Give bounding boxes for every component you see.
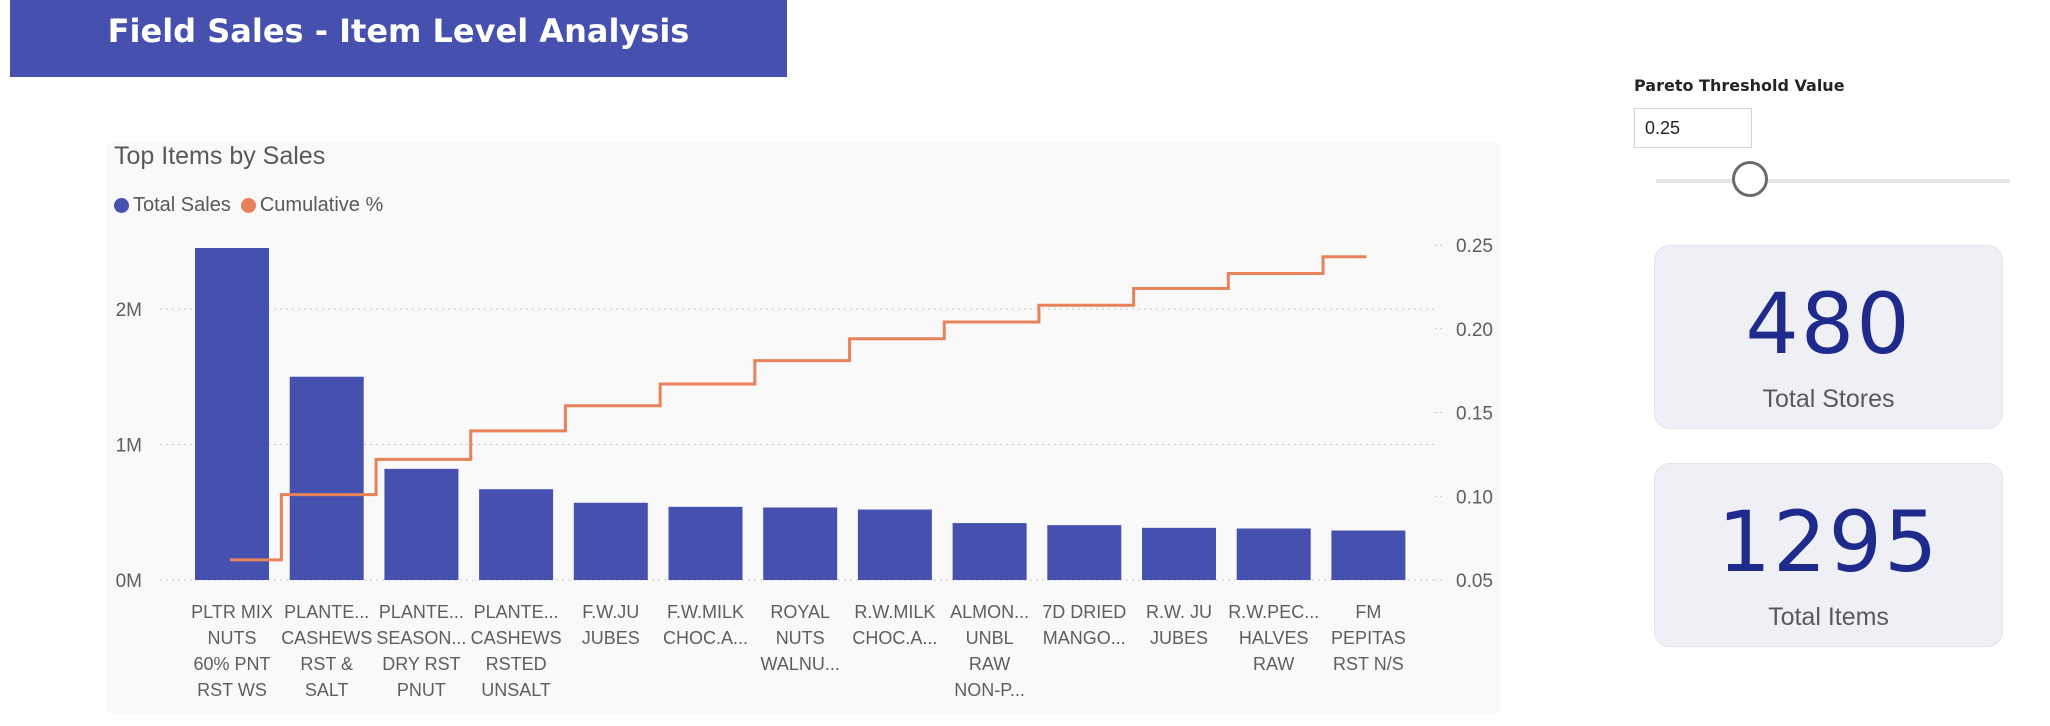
x-tick-label-line: 7D DRIED xyxy=(1042,602,1126,622)
threshold-slider-handle[interactable] xyxy=(1732,161,1768,197)
x-tick-label-line: NUTS xyxy=(208,628,257,648)
y-right-tick-label: 0.05 xyxy=(1456,571,1493,592)
legend-dot-cumulative xyxy=(240,198,256,213)
x-tick-label-line: UNBL xyxy=(966,628,1014,648)
x-tick-label: F.W.MILK CHOC.A... xyxy=(663,602,748,648)
x-tick-label-line: CHOC.A... xyxy=(663,628,748,648)
total-items-card: 1295 Total Items xyxy=(1654,463,2003,647)
bar-total-sales xyxy=(1331,530,1406,580)
x-tick-label-line: PNUT xyxy=(397,680,446,700)
x-tick-label-line: ALMON... xyxy=(950,602,1029,622)
y-left-tick-label: 1M xyxy=(116,435,142,456)
x-tick-label: R.W.PEC... HALVES RAW xyxy=(1228,602,1319,674)
total-items-label: Total Items xyxy=(1768,603,1889,631)
y-right-tick-label: 0.25 xyxy=(1456,236,1493,257)
x-tick-label-line: PLANTE... xyxy=(284,602,369,622)
x-tick-label-line: PLANTE... xyxy=(474,602,559,622)
y-right-tick-label: 0.15 xyxy=(1456,404,1493,425)
x-tick-label-line: UNSALT xyxy=(481,680,551,700)
y-right-tick-label: 0.10 xyxy=(1456,487,1493,508)
bar-total-sales xyxy=(952,523,1027,580)
bar-total-sales xyxy=(289,376,364,580)
legend-item-cumulative[interactable]: Cumulative % xyxy=(240,194,384,217)
total-stores-card: 480 Total Stores xyxy=(1654,245,2003,429)
total-items-value: 1295 xyxy=(1717,493,1940,591)
x-tick-label: R.W. JU JUBES xyxy=(1146,602,1212,648)
bar-total-sales xyxy=(1142,527,1216,580)
x-tick-label: ALMON... UNBL RAW NON-P... xyxy=(950,602,1029,700)
x-tick-label: PLANTE... SEASON... DRY RST PNUT xyxy=(376,602,466,700)
cumulative-step-line xyxy=(230,255,1367,562)
x-tick-label: PLANTE... CASHEWS RSTED UNSALT xyxy=(471,602,562,700)
y-right-tick-label: 0.20 xyxy=(1456,320,1493,341)
x-tick-label-line: RST & xyxy=(300,654,353,674)
total-stores-value: 480 xyxy=(1745,275,1912,373)
x-tick-label-line: JUBES xyxy=(1150,628,1208,648)
x-tick-label-line: MANGO... xyxy=(1043,628,1126,648)
x-tick-label: R.W.MILK CHOC.A... xyxy=(852,602,937,648)
x-tick-label-line: PEPITAS xyxy=(1331,628,1406,648)
legend-item-total-sales[interactable]: Total Sales xyxy=(114,194,231,217)
x-tick-label-line: R.W.PEC... xyxy=(1228,602,1319,622)
x-tick-label-line: R.W.MILK xyxy=(854,602,935,622)
total-stores-label: Total Stores xyxy=(1762,385,1895,413)
chart-title: Top Items by Sales xyxy=(114,142,326,170)
y-left-tick-label: 0M xyxy=(116,571,142,592)
y-left-tick-label: 2M xyxy=(116,300,142,321)
x-tick-label-line: DRY RST xyxy=(382,654,460,674)
x-tick-label-line: RST N/S xyxy=(1333,654,1404,674)
x-tick-label-line: 60% PNT xyxy=(193,654,270,674)
x-tick-label-line: NUTS xyxy=(776,628,825,648)
x-tick-label-line: CASHEWS xyxy=(471,628,562,648)
threshold-input[interactable] xyxy=(1634,108,1752,148)
x-tick-label-line: RST WS xyxy=(197,680,267,700)
legend-dot-total-sales xyxy=(114,198,129,213)
x-tick-label: F.W.JU JUBES xyxy=(582,602,640,648)
x-tick-label-line: HALVES xyxy=(1239,628,1309,648)
x-tick-label-line: JUBES xyxy=(582,628,640,648)
x-tick-label-line: ROYAL xyxy=(770,602,830,622)
legend-label-cumulative: Cumulative % xyxy=(259,194,384,216)
x-tick-label-line: SEASON... xyxy=(376,628,466,648)
report-title: Field Sales - Item Level Analysis xyxy=(10,0,787,77)
x-tick-label-line: RAW xyxy=(1253,654,1294,674)
x-tick-label: FM PEPITAS RST N/S xyxy=(1331,602,1406,674)
x-tick-label-line: F.W.JU xyxy=(582,602,639,622)
x-tick-label-line: R.W. JU xyxy=(1146,602,1212,622)
x-tick-label-line: PLANTE... xyxy=(379,602,464,622)
x-tick-label: PLANTE... CASHEWS RST & SALT xyxy=(281,602,372,700)
x-tick-label-line: CASHEWS xyxy=(281,628,372,648)
threshold-slider-track[interactable] xyxy=(1656,179,2010,183)
bar-total-sales xyxy=(479,489,554,580)
bar-total-sales xyxy=(195,248,269,580)
x-tick-label-line: WALNU... xyxy=(761,654,840,674)
bar-total-sales xyxy=(668,506,743,580)
bar-total-sales xyxy=(573,502,648,580)
slicer-label: Pareto Threshold Value xyxy=(1634,76,1845,95)
bar-total-sales xyxy=(857,509,932,580)
chart-legend: Total Sales Cumulative % xyxy=(114,194,393,217)
bar-total-sales xyxy=(763,507,838,580)
x-tick-label: 7D DRIED MANGO... xyxy=(1042,602,1126,648)
bar-total-sales xyxy=(1236,528,1311,580)
x-tick-label-line: NON-P... xyxy=(954,680,1025,700)
legend-label-total-sales: Total Sales xyxy=(133,194,231,216)
bar-total-sales xyxy=(1047,525,1122,580)
x-tick-label-line: CHOC.A... xyxy=(852,628,937,648)
x-tick-label: ROYAL NUTS WALNU... xyxy=(761,602,840,674)
x-tick-label-line: RAW xyxy=(969,654,1010,674)
x-tick-label-line: PLTR MIX xyxy=(191,602,273,622)
x-tick-label-line: RSTED xyxy=(486,654,547,674)
x-tick-label-line: F.W.MILK xyxy=(667,602,744,622)
x-tick-label-line: FM xyxy=(1355,602,1381,622)
bar-total-sales xyxy=(384,468,459,580)
x-tick-label: PLTR MIX NUTS 60% PNT RST WS xyxy=(191,602,273,700)
x-tick-label-line: SALT xyxy=(305,680,349,700)
